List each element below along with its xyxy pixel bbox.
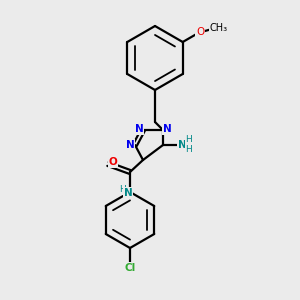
Text: H: H [186, 136, 192, 145]
Text: Cl: Cl [124, 263, 136, 273]
Text: H: H [118, 185, 125, 194]
Text: O: O [109, 157, 117, 167]
Text: O: O [196, 27, 204, 37]
Text: N: N [178, 140, 186, 150]
Text: H: H [186, 146, 192, 154]
Text: N: N [124, 188, 132, 198]
Text: N: N [126, 140, 134, 150]
Text: N: N [163, 124, 171, 134]
Text: CH₃: CH₃ [210, 23, 228, 33]
Text: N: N [135, 124, 143, 134]
